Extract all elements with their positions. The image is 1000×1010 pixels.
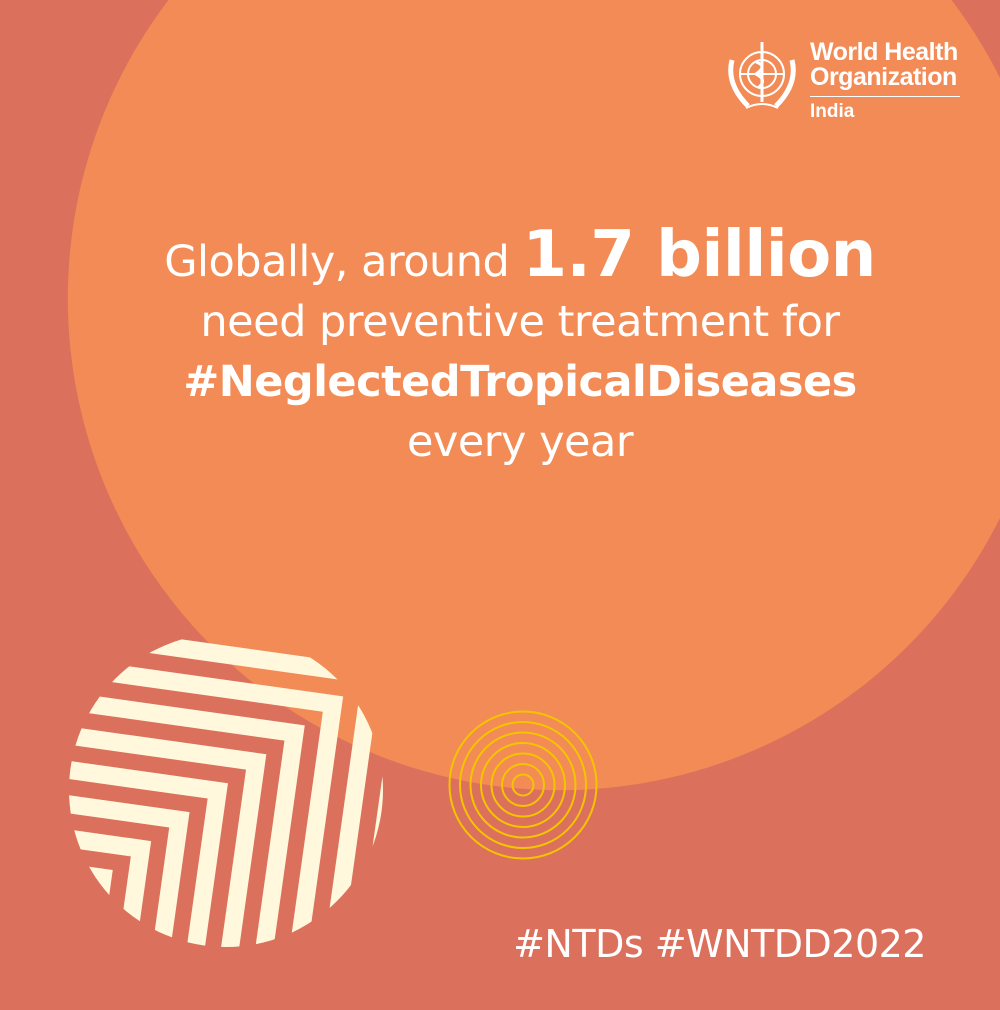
stripe bbox=[82, 660, 344, 947]
stripe bbox=[72, 727, 267, 947]
concentric-rings bbox=[448, 710, 598, 860]
ring bbox=[480, 742, 566, 828]
headline-line2: need preventive treatment for bbox=[200, 297, 840, 347]
stripe bbox=[69, 895, 75, 928]
logo-name-line2: Organization bbox=[810, 63, 957, 91]
ring bbox=[511, 773, 535, 797]
stripe bbox=[69, 862, 113, 933]
logo-divider bbox=[810, 96, 960, 97]
who-emblem-icon bbox=[728, 42, 796, 109]
stripe bbox=[77, 693, 305, 947]
logo-name-line1: World Health bbox=[810, 38, 958, 66]
stripe bbox=[69, 794, 190, 942]
stripe bbox=[69, 761, 228, 947]
ring bbox=[459, 721, 587, 849]
headline-prefix: Globally, around bbox=[164, 237, 523, 287]
ring bbox=[469, 731, 577, 839]
ring bbox=[490, 752, 556, 818]
headline-emphasis: 1.7 billion bbox=[522, 218, 877, 292]
headline-line4: every year bbox=[406, 417, 634, 467]
stripe bbox=[69, 828, 152, 938]
headline-hashtag: #NeglectedTropicalDiseases bbox=[183, 357, 857, 407]
ring bbox=[448, 710, 598, 860]
large-orange-circle bbox=[67, 0, 1000, 791]
logo-country: India bbox=[810, 101, 855, 122]
ring bbox=[501, 763, 545, 807]
headline: Globally, around 1.7 billion need preven… bbox=[60, 223, 980, 472]
hashtags: #NTDs #WNTDD2022 bbox=[513, 922, 926, 966]
who-logo: World Health Organization India bbox=[722, 40, 960, 123]
